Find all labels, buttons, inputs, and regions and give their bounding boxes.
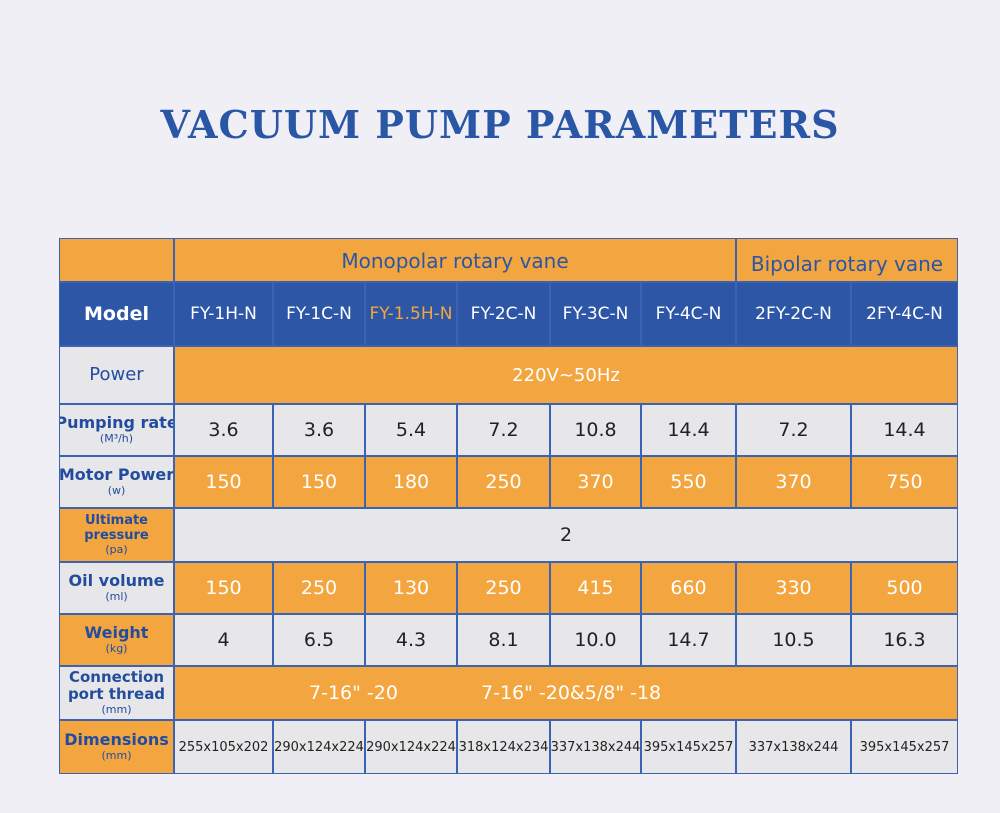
dimensions-cell: 290x124x224 — [366, 721, 456, 773]
weight-cell: 14.7 — [642, 615, 735, 665]
dimensions-cell: 337x138x244 — [737, 721, 850, 773]
oil-volume-cell: 330 — [737, 563, 850, 613]
oil-volume-cell: 660 — [642, 563, 735, 613]
weight-cell: 6.5 — [274, 615, 364, 665]
page-title: VACUUM PUMP PARAMETERS — [0, 102, 1000, 147]
oil-volume-cell: 250 — [274, 563, 364, 613]
model-cell: 2FY-4C-N — [852, 283, 957, 345]
motor-power-cell: 150 — [274, 457, 364, 507]
ultimate-pressure-label: Ultimate pressure (pa) — [60, 509, 173, 561]
motor-power-cell: 370 — [737, 457, 850, 507]
pumping-rate-cell: 14.4 — [642, 405, 735, 455]
dimensions-cell: 255x105x202 — [175, 721, 272, 773]
connection-label: Connection port thread (mm) — [60, 667, 173, 719]
dimensions-cell: 395x145x257 — [852, 721, 957, 773]
motor-power-cell: 750 — [852, 457, 957, 507]
weight-label: Weight (kg) — [60, 615, 173, 665]
dimensions-cell: 395x145x257 — [642, 721, 735, 773]
model-cell: FY-4C-N — [642, 283, 735, 345]
corner-cell — [60, 239, 173, 281]
pumping-rate-cell: 5.4 — [366, 405, 456, 455]
motor-power-cell: 250 — [458, 457, 549, 507]
oil-volume-cell: 500 — [852, 563, 957, 613]
model-cell: FY-1H-N — [175, 283, 272, 345]
pumping-rate-label: Pumping rate (M³/h) — [60, 405, 173, 455]
oil-volume-cell: 130 — [366, 563, 456, 613]
power-label: Power — [60, 347, 173, 403]
pumping-rate-cell: 7.2 — [458, 405, 549, 455]
dimensions-cell: 290x124x224 — [274, 721, 364, 773]
parameters-table: Monopolar rotary vane Bipolar rotary van… — [59, 238, 958, 774]
weight-cell: 8.1 — [458, 615, 549, 665]
motor-power-cell: 370 — [551, 457, 640, 507]
motor-power-label: Motor Power (w) — [60, 457, 173, 507]
model-cell: FY-3C-N — [551, 283, 640, 345]
power-value: 220V~50Hz — [175, 347, 957, 403]
weight-cell: 4 — [175, 615, 272, 665]
group-monopolar: Monopolar rotary vane — [175, 239, 735, 281]
connection-value-2: 7-16" -20&5/8" -18 — [481, 682, 661, 704]
pumping-rate-cell: 7.2 — [737, 405, 850, 455]
model-label: Model — [60, 283, 173, 345]
weight-cell: 10.5 — [737, 615, 850, 665]
oil-volume-cell: 150 — [175, 563, 272, 613]
model-cell: FY-1C-N — [274, 283, 364, 345]
motor-power-cell: 180 — [366, 457, 456, 507]
motor-power-cell: 150 — [175, 457, 272, 507]
dimensions-cell: 337x138x244 — [551, 721, 640, 773]
model-cell: FY-2C-N — [458, 283, 549, 345]
dimensions-label: Dimensions (mm) — [60, 721, 173, 773]
oil-volume-cell: 415 — [551, 563, 640, 613]
pumping-rate-cell: 3.6 — [175, 405, 272, 455]
weight-cell: 16.3 — [852, 615, 957, 665]
oil-volume-cell: 250 — [458, 563, 549, 613]
group-bipolar: Bipolar rotary vane — [737, 239, 957, 281]
motor-power-cell: 550 — [642, 457, 735, 507]
weight-cell: 4.3 — [366, 615, 456, 665]
pumping-rate-cell: 10.8 — [551, 405, 640, 455]
ultimate-pressure-value: 2 — [175, 509, 957, 561]
oil-volume-label: Oil volume (ml) — [60, 563, 173, 613]
pumping-rate-cell: 14.4 — [852, 405, 957, 455]
connection-value-1: 7-16" -20 — [309, 682, 398, 704]
weight-cell: 10.0 — [551, 615, 640, 665]
pumping-rate-cell: 3.6 — [274, 405, 364, 455]
model-cell: 2FY-2C-N — [737, 283, 850, 345]
connection-value: 7-16" -20 7-16" -20&5/8" -18 — [175, 667, 957, 719]
model-cell-highlighted: FY-1.5H-N — [366, 283, 456, 345]
dimensions-cell: 318x124x234 — [458, 721, 549, 773]
